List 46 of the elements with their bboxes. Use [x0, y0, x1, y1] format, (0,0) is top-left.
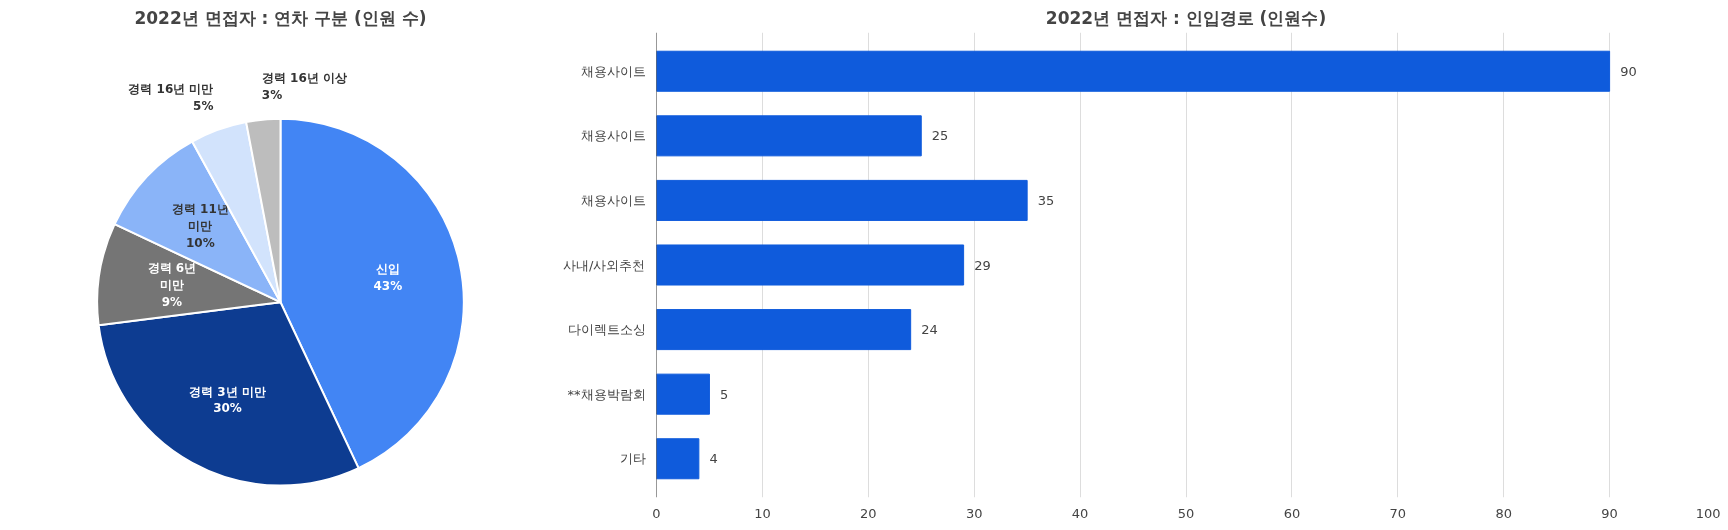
- x-tick-label: 50: [1177, 505, 1195, 521]
- y-tick-label: **채용박람회: [567, 386, 646, 402]
- data-label: 4: [709, 451, 718, 467]
- x-tick-label: 80: [1495, 505, 1512, 521]
- x-tick-label: 10: [754, 505, 771, 521]
- x-tick-label: 0: [652, 505, 661, 521]
- data-label: 90: [1620, 63, 1637, 79]
- y-tick-label: 채용사이트: [580, 128, 646, 144]
- data-label: 43%: [373, 279, 403, 294]
- data-label: 3%: [261, 88, 283, 103]
- y-tick-label: 채용사이트: [580, 63, 646, 79]
- bar: [656, 115, 922, 157]
- data-label: 30%: [213, 401, 242, 416]
- bar: [656, 50, 1611, 92]
- y-tick-label: 다이렉트소싱: [567, 322, 646, 338]
- x-tick-label: 20: [860, 505, 877, 521]
- slice-label: 경력 3년 미만: [189, 384, 266, 399]
- x-tick-label: 100: [1695, 505, 1721, 521]
- bar: [656, 244, 965, 286]
- data-label: 5%: [193, 99, 214, 114]
- data-label: 5: [720, 386, 729, 402]
- bar: [656, 438, 700, 480]
- chart-title: 2022년 면접자 : 인입경로 (인원수): [1045, 7, 1327, 28]
- slice-label: 경력 6년 미만: [147, 260, 197, 292]
- chart-title: 2022년 면접자 : 연차 구분 (인원 수): [134, 7, 427, 28]
- data-label: 25: [931, 128, 949, 144]
- x-tick-label: 70: [1389, 505, 1407, 521]
- slice-label: 경력 11년 미만: [171, 202, 229, 233]
- slice-label: 경력 16년 이상: [261, 71, 347, 86]
- bar: [656, 373, 710, 415]
- data-label: 29: [974, 257, 991, 273]
- y-tick-label: 기타: [619, 451, 646, 467]
- x-tick-label: 40: [1071, 505, 1089, 521]
- data-label: 9%: [161, 294, 183, 309]
- bar: [656, 309, 912, 351]
- x-tick-label: 60: [1283, 505, 1301, 521]
- bar: [656, 179, 1028, 221]
- data-label: 35: [1037, 192, 1055, 208]
- data-label: 10%: [185, 235, 215, 250]
- slice-label: 경력 16년 미만: [128, 82, 214, 97]
- y-tick-label: 채용사이트: [580, 192, 646, 208]
- slice-label: 신입: [375, 262, 400, 277]
- y-tick-label: 사내/사외추천: [563, 257, 646, 273]
- x-tick-label: 30: [965, 505, 983, 521]
- data-label: 24: [921, 322, 938, 338]
- x-tick-label: 90: [1601, 505, 1618, 521]
